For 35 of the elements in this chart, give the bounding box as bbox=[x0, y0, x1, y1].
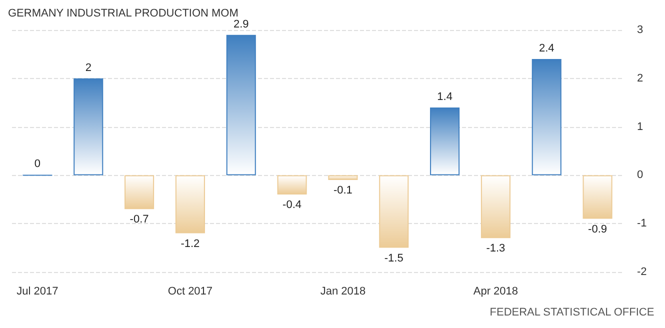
bar bbox=[328, 175, 358, 180]
bar bbox=[277, 175, 307, 195]
x-tick-label: Apr 2018 bbox=[473, 286, 518, 298]
y-tick-label: 0 bbox=[637, 169, 644, 182]
data-label: -0.9 bbox=[588, 223, 608, 236]
y-tick-label: 2 bbox=[637, 72, 644, 84]
bar bbox=[379, 175, 409, 248]
y-tick-label: 3 bbox=[637, 24, 644, 36]
data-label: -0.4 bbox=[282, 199, 302, 212]
x-tick-label: Oct 2017 bbox=[168, 286, 213, 298]
data-label: 2.4 bbox=[538, 42, 554, 55]
data-label: -1.2 bbox=[180, 238, 200, 250]
bar bbox=[175, 175, 205, 234]
y-tick-label: -1 bbox=[637, 218, 647, 230]
data-label: -1.3 bbox=[486, 242, 506, 255]
bar bbox=[480, 175, 510, 238]
text: FEDERAL STATISTICAL OFFICE bbox=[490, 306, 654, 318]
bar bbox=[124, 175, 154, 210]
data-label: -1.5 bbox=[384, 252, 404, 264]
y-tick-label: -2 bbox=[637, 266, 647, 278]
chart-title: GERMANY INDUSTRIAL PRODUCTION MOM bbox=[8, 8, 238, 20]
data-label: 2.9 bbox=[233, 18, 249, 30]
data-label: 0 bbox=[34, 158, 41, 170]
data-label: -0.7 bbox=[130, 214, 149, 226]
x-tick-label: Jul 2017 bbox=[16, 286, 58, 298]
bar bbox=[74, 78, 104, 176]
x-tick-label: Jan 2018 bbox=[320, 286, 366, 298]
data-label: 2 bbox=[85, 62, 92, 74]
bar bbox=[582, 175, 612, 219]
bar bbox=[430, 107, 460, 176]
y-tick-label: 1 bbox=[637, 120, 644, 133]
bar bbox=[532, 59, 562, 176]
data-label: 1.4 bbox=[437, 90, 452, 103]
bar bbox=[226, 34, 256, 176]
data-label: -0.1 bbox=[333, 184, 352, 197]
